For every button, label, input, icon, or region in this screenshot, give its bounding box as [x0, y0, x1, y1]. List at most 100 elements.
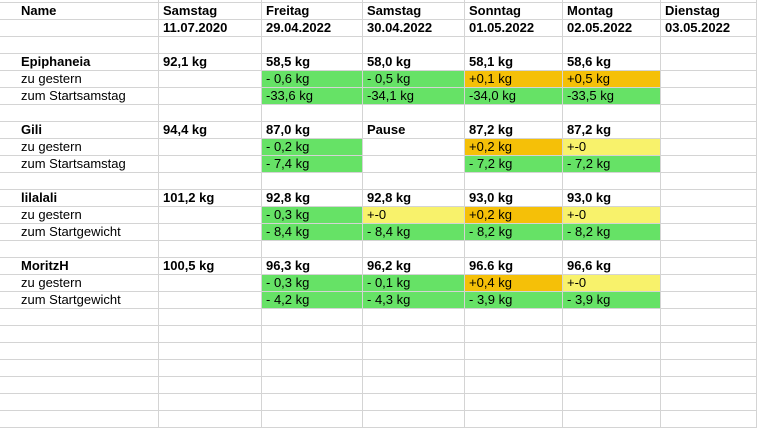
header-date[interactable]: 02.05.2022 [563, 20, 661, 37]
cell[interactable] [0, 309, 159, 326]
diff-value[interactable] [661, 88, 757, 105]
diff-value[interactable]: -33,5 kg [563, 88, 661, 105]
cell[interactable] [0, 173, 159, 190]
weight-value[interactable]: 96,6 kg [563, 258, 661, 275]
diff-value[interactable]: - 8,2 kg [465, 224, 563, 241]
weight-value[interactable]: 58,6 kg [563, 54, 661, 71]
diff-value[interactable] [661, 156, 757, 173]
cell[interactable] [159, 241, 262, 258]
diff-value[interactable] [159, 207, 262, 224]
cell[interactable] [363, 105, 465, 122]
diff-value[interactable]: - 0,1 kg [363, 275, 465, 292]
weight-value[interactable]: 100,5 kg [159, 258, 262, 275]
weight-value[interactable]: 92,1 kg [159, 54, 262, 71]
cell[interactable] [661, 343, 757, 360]
diff-value[interactable]: - 8,4 kg [363, 224, 465, 241]
weight-value[interactable]: 87,2 kg [465, 122, 563, 139]
weight-value[interactable]: 96.6 kg [465, 258, 563, 275]
diff-value[interactable] [661, 71, 757, 88]
cell[interactable] [262, 411, 363, 428]
cell[interactable] [563, 241, 661, 258]
cell[interactable] [363, 326, 465, 343]
cell[interactable] [363, 37, 465, 54]
diff-value[interactable]: -34,0 kg [465, 88, 563, 105]
diff-value[interactable]: -33,6 kg [262, 88, 363, 105]
cell[interactable] [0, 105, 159, 122]
cell[interactable] [661, 360, 757, 377]
diff-label[interactable]: zum Startgewicht [0, 292, 159, 309]
cell[interactable] [262, 343, 363, 360]
cell[interactable] [159, 0, 262, 3]
diff-label[interactable]: zum Startsamstag [0, 156, 159, 173]
header-day[interactable]: Samstag [363, 3, 465, 20]
cell[interactable] [0, 20, 159, 37]
diff-label[interactable]: zu gestern [0, 71, 159, 88]
person-name[interactable]: MoritzH [0, 258, 159, 275]
diff-label[interactable]: zu gestern [0, 275, 159, 292]
cell[interactable] [159, 326, 262, 343]
header-day[interactable]: Sonntag [465, 3, 563, 20]
diff-value[interactable]: - 8,2 kg [563, 224, 661, 241]
cell[interactable] [563, 105, 661, 122]
cell[interactable] [262, 309, 363, 326]
diff-value[interactable]: - 0,5 kg [363, 71, 465, 88]
diff-label[interactable]: zu gestern [0, 207, 159, 224]
weight-value[interactable] [661, 122, 757, 139]
diff-value[interactable]: +-0 [563, 207, 661, 224]
cell[interactable] [363, 411, 465, 428]
cell[interactable] [563, 411, 661, 428]
weight-value[interactable]: 93,0 kg [563, 190, 661, 207]
diff-value[interactable] [159, 156, 262, 173]
cell[interactable] [465, 173, 563, 190]
header-date[interactable]: 03.05.2022 [661, 20, 757, 37]
cell[interactable] [262, 241, 363, 258]
cell[interactable] [563, 343, 661, 360]
person-name[interactable]: Gili [0, 122, 159, 139]
cell[interactable] [0, 360, 159, 377]
diff-value[interactable] [661, 207, 757, 224]
header-date[interactable]: 01.05.2022 [465, 20, 563, 37]
cell[interactable] [159, 105, 262, 122]
weight-value[interactable]: 101,2 kg [159, 190, 262, 207]
diff-value[interactable] [159, 292, 262, 309]
cell[interactable] [465, 377, 563, 394]
header-name[interactable]: Name [0, 3, 159, 20]
diff-value[interactable]: - 0,3 kg [262, 275, 363, 292]
cell[interactable] [262, 105, 363, 122]
cell[interactable] [0, 343, 159, 360]
diff-value[interactable]: - 3,9 kg [563, 292, 661, 309]
header-day[interactable]: Montag [563, 3, 661, 20]
cell[interactable] [661, 241, 757, 258]
diff-value[interactable] [159, 275, 262, 292]
header-date[interactable]: 29.04.2022 [262, 20, 363, 37]
header-day[interactable]: Freitag [262, 3, 363, 20]
diff-value[interactable]: - 0,3 kg [262, 207, 363, 224]
diff-value[interactable] [363, 156, 465, 173]
diff-value[interactable]: - 4,3 kg [363, 292, 465, 309]
cell[interactable] [0, 326, 159, 343]
cell[interactable] [262, 377, 363, 394]
cell[interactable] [465, 37, 563, 54]
cell[interactable] [465, 105, 563, 122]
cell[interactable] [563, 0, 661, 3]
cell[interactable] [0, 377, 159, 394]
diff-value[interactable] [661, 139, 757, 156]
weight-value[interactable]: 96,2 kg [363, 258, 465, 275]
cell[interactable] [563, 309, 661, 326]
cell[interactable] [0, 394, 159, 411]
cell[interactable] [159, 173, 262, 190]
cell[interactable] [465, 360, 563, 377]
diff-value[interactable]: +0,4 kg [465, 275, 563, 292]
diff-label[interactable]: zum Startsamstag [0, 88, 159, 105]
weight-value[interactable]: 92,8 kg [262, 190, 363, 207]
diff-value[interactable]: +-0 [563, 139, 661, 156]
diff-value[interactable] [661, 275, 757, 292]
cell[interactable] [159, 343, 262, 360]
cell[interactable] [661, 394, 757, 411]
weight-value[interactable]: 94,4 kg [159, 122, 262, 139]
diff-value[interactable] [159, 224, 262, 241]
diff-value[interactable]: +0,2 kg [465, 139, 563, 156]
cell[interactable] [563, 377, 661, 394]
cell[interactable] [0, 241, 159, 258]
diff-value[interactable]: - 3,9 kg [465, 292, 563, 309]
